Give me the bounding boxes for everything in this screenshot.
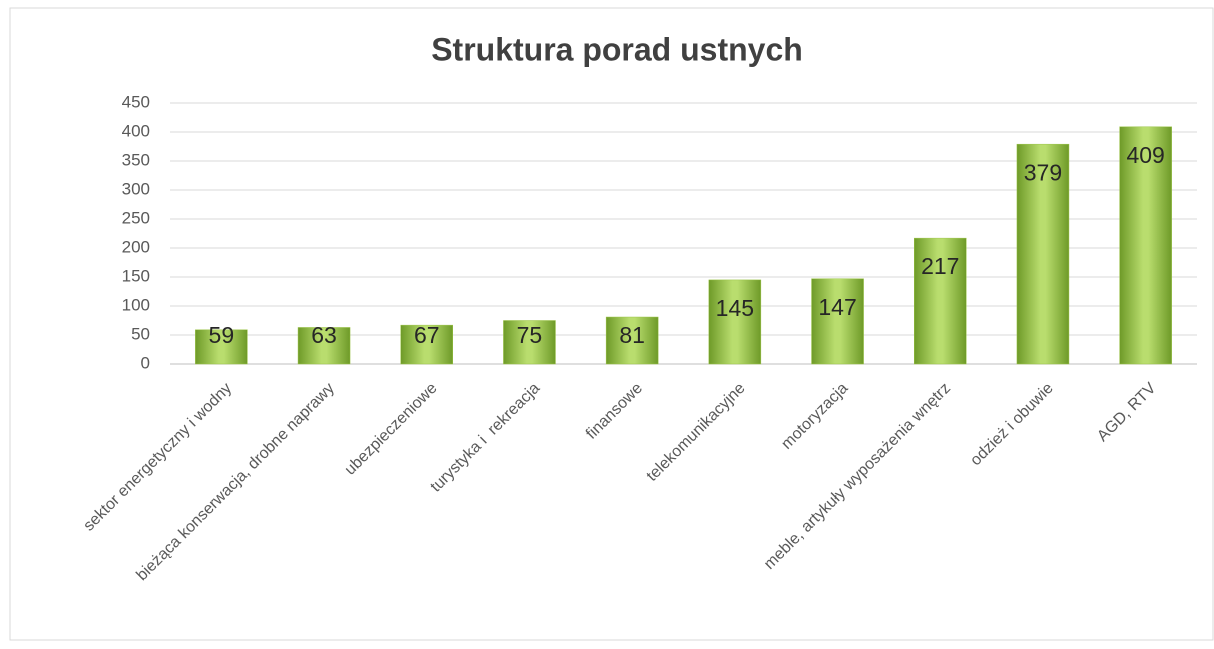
data-label: 147 [818, 294, 856, 320]
y-tick-label: 0 [141, 353, 150, 372]
bar [708, 279, 762, 365]
bar [811, 278, 864, 365]
data-label: 409 [1126, 142, 1164, 168]
y-tick-label: 400 [122, 121, 150, 140]
y-tick-label: 300 [122, 179, 150, 198]
bar [1119, 126, 1172, 365]
y-tick-label: 100 [122, 295, 150, 314]
data-label: 75 [517, 322, 543, 348]
data-label: 59 [209, 322, 235, 348]
data-label: 379 [1024, 159, 1062, 185]
bar [1016, 143, 1070, 365]
data-label: 67 [414, 322, 440, 348]
data-label: 145 [716, 295, 754, 321]
bar [400, 324, 453, 365]
bar [605, 316, 659, 365]
bar [503, 320, 556, 365]
y-tick-label: 350 [122, 150, 150, 169]
y-tick-label: 150 [122, 266, 150, 285]
y-tick-label: 200 [122, 237, 150, 256]
bar [297, 327, 351, 365]
data-label: 81 [619, 322, 645, 348]
data-label: 63 [311, 322, 337, 348]
bar [914, 237, 967, 365]
chart-title: Struktura porad ustnych [431, 31, 803, 67]
y-tick-label: 450 [122, 92, 150, 111]
y-tick-label: 250 [122, 208, 150, 227]
data-label: 217 [921, 253, 959, 279]
bar [195, 329, 248, 365]
y-tick-label: 50 [131, 324, 150, 343]
